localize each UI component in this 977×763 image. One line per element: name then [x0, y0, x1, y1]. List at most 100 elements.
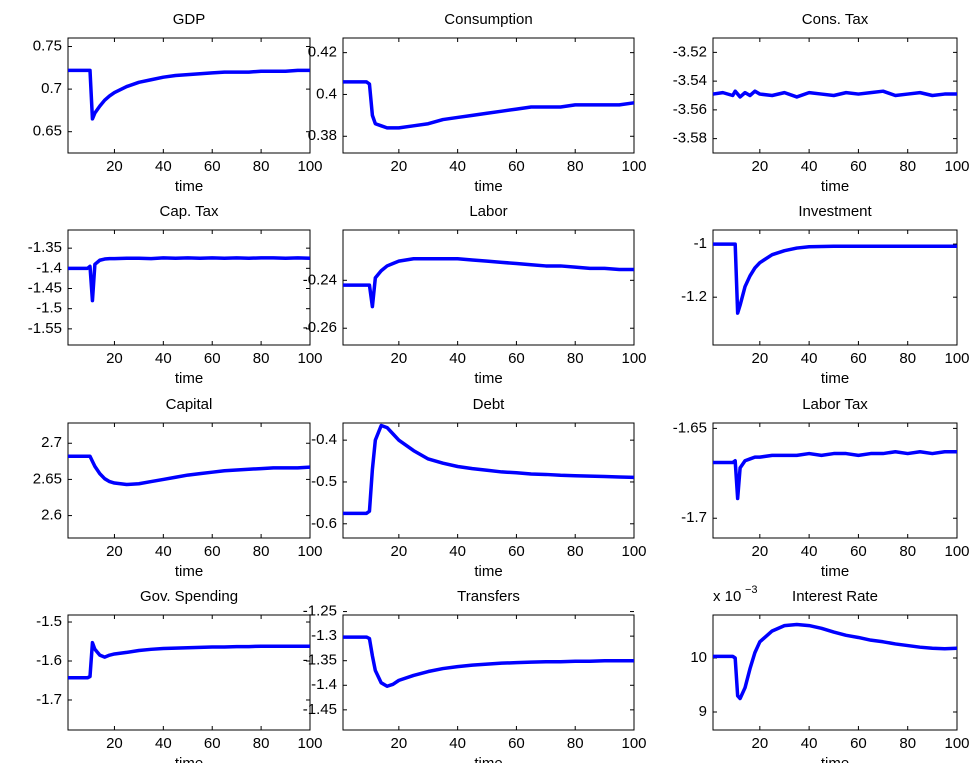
x-tick-label: 60	[204, 543, 221, 560]
x-tick-label: 40	[449, 158, 466, 175]
data-line	[68, 640, 310, 680]
subplot-title: Interest Rate	[792, 588, 878, 605]
x-tick-label: 80	[253, 735, 270, 752]
data-line	[68, 68, 310, 121]
data-line	[343, 80, 635, 130]
x-tick-label: 20	[751, 350, 768, 367]
x-axis-label: time	[821, 178, 849, 195]
x-tick-label: 80	[567, 735, 584, 752]
axes-frame	[342, 614, 635, 731]
y-tick-label: -1.5	[36, 613, 62, 630]
x-tick-label: 20	[751, 158, 768, 175]
y-tick-label: -1.45	[28, 279, 62, 296]
x-tick-label: 60	[850, 158, 867, 175]
x-axis-label: time	[474, 370, 502, 387]
data-line	[713, 622, 958, 701]
y-tick-label: -1.45	[303, 701, 337, 718]
data-line	[343, 635, 634, 689]
axes-frame	[67, 37, 311, 154]
x-tick-label: 80	[899, 735, 916, 752]
x-axis-label: time	[175, 755, 203, 763]
y-tick-label: -1.55	[28, 320, 62, 337]
x-axis-label: time	[474, 755, 502, 763]
x-tick-label: 100	[944, 350, 969, 367]
x-tick-label: 80	[899, 158, 916, 175]
data-line	[343, 423, 635, 516]
x-tick-label: 100	[621, 350, 646, 367]
x-tick-label: 20	[391, 158, 408, 175]
y-tick-label: 0.7	[41, 80, 62, 97]
x-axis-label: time	[175, 563, 203, 580]
y-tick-label: 0.4	[316, 85, 337, 102]
x-tick-label: 60	[850, 543, 867, 560]
y-tick-label: -1	[694, 235, 707, 252]
x-tick-label: 40	[801, 350, 818, 367]
x-axis-label: time	[821, 755, 849, 763]
y-tick-label: 0.38	[308, 127, 337, 144]
x-tick-label: 100	[944, 158, 969, 175]
x-tick-label: 60	[850, 350, 867, 367]
y-tick-label: 0.65	[33, 123, 62, 140]
y-tick-label: -0.5	[311, 473, 337, 490]
x-tick-label: 20	[391, 735, 408, 752]
x-tick-label: 20	[751, 735, 768, 752]
data-line	[713, 450, 957, 501]
y-tick-label: 2.6	[41, 507, 62, 524]
subplot-title: GDP	[173, 11, 206, 28]
y-tick-label: 2.65	[33, 470, 62, 487]
y-tick-label: 10	[690, 649, 707, 666]
y-tick-label: -1.5	[36, 300, 62, 317]
y-tick-label: -3.54	[673, 72, 707, 89]
x-tick-label: 40	[155, 543, 172, 560]
data-line	[343, 257, 634, 309]
subplot-title: Labor	[469, 203, 507, 220]
axes-frame	[712, 229, 958, 346]
axes-frame	[342, 422, 635, 539]
x-tick-label: 60	[508, 735, 525, 752]
y-tick-label: -1.4	[36, 259, 62, 276]
y-tick-label: -1.25	[303, 603, 337, 620]
subplot-title: Gov. Spending	[140, 588, 238, 605]
x-tick-label: 40	[155, 158, 172, 175]
y-tick-label: -3.58	[673, 130, 707, 147]
x-tick-label: 80	[899, 543, 916, 560]
y-tick-label: -0.4	[311, 431, 337, 448]
x-tick-label: 40	[801, 158, 818, 175]
x-tick-label: 100	[944, 735, 969, 752]
x-tick-label: 80	[899, 350, 916, 367]
subplot-title: Consumption	[444, 11, 532, 28]
y-tick-label: -3.52	[673, 43, 707, 60]
x-tick-label: 40	[801, 543, 818, 560]
x-tick-label: 100	[297, 350, 322, 367]
y-tick-label: -1.35	[28, 239, 62, 256]
x-tick-label: 100	[944, 543, 969, 560]
y-tick-label: 0.75	[33, 37, 62, 54]
x-tick-label: 80	[253, 158, 270, 175]
x-tick-label: 20	[106, 350, 123, 367]
axes-frame	[67, 229, 311, 346]
data-line	[713, 242, 957, 315]
x-tick-label: 100	[297, 735, 322, 752]
y-tick-label: 0.42	[308, 44, 337, 61]
axes-frame	[342, 229, 635, 346]
y-tick-label: -1.35	[303, 652, 337, 669]
x-tick-label: 60	[508, 158, 525, 175]
x-tick-label: 100	[297, 543, 322, 560]
data-line	[68, 454, 311, 487]
y-scale-exponent: −3	[745, 584, 758, 596]
x-tick-label: 60	[204, 735, 221, 752]
x-tick-label: 20	[106, 735, 123, 752]
x-tick-label: 20	[391, 543, 408, 560]
subplot-title: Cap. Tax	[160, 203, 219, 220]
y-scale-base: x 10	[713, 588, 741, 605]
x-tick-label: 80	[253, 350, 270, 367]
y-tick-label: -1.7	[36, 691, 62, 708]
y-tick-label: -1.2	[681, 288, 707, 305]
x-tick-label: 40	[449, 543, 466, 560]
x-tick-label: 20	[106, 543, 123, 560]
x-tick-label: 40	[155, 350, 172, 367]
x-tick-label: 100	[621, 543, 646, 560]
axes-frame	[342, 37, 635, 154]
y-tick-label: -0.26	[303, 319, 337, 336]
